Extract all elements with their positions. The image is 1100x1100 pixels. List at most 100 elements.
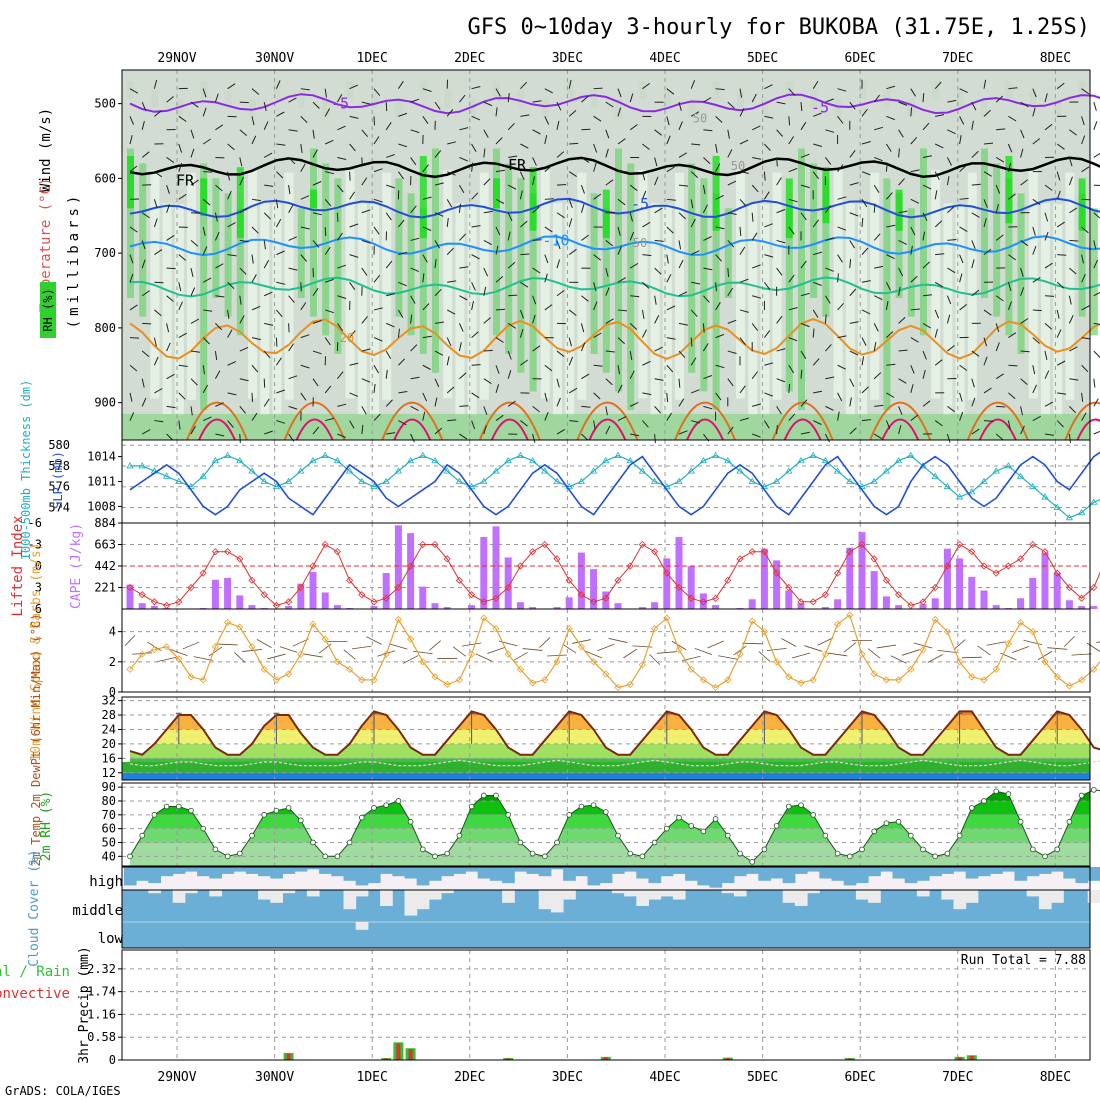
wind-barb (764, 362, 774, 366)
wind-barb (861, 280, 871, 283)
rh-marker (859, 846, 865, 853)
wind10m-marker (407, 635, 415, 643)
wind-barb (141, 212, 150, 219)
surface-isotherm (674, 401, 736, 441)
thickness-marker (406, 456, 415, 464)
wind-barb (886, 254, 895, 260)
surface-isotherm-hot (198, 418, 236, 441)
wind-barb (422, 364, 431, 370)
wind-barb (300, 226, 310, 230)
wind-barb (422, 411, 426, 421)
cloud-cell-high (392, 867, 405, 877)
wind-barb (666, 226, 674, 234)
wind-barb (1008, 193, 1016, 200)
wind-barb (1093, 430, 1100, 435)
wind-barb (202, 138, 211, 145)
thickness-line (130, 454, 1100, 519)
wind-barb (666, 392, 669, 402)
rh-upper-patch (566, 81, 574, 100)
wind-barb (885, 301, 889, 311)
wind-barb (227, 254, 237, 257)
wind-barb (910, 88, 917, 97)
wind-barb (959, 411, 964, 421)
rh-marker (517, 839, 524, 846)
rh-marker (249, 832, 255, 839)
wind10m-marker (870, 670, 878, 678)
wind-barb (373, 274, 381, 283)
wind-barb (178, 420, 181, 430)
cloud-cell-middle (1038, 890, 1052, 910)
cloud-cell-high (1002, 867, 1015, 872)
wind-barb (288, 157, 296, 165)
wind10m-marker (431, 673, 439, 681)
wind-barb (739, 226, 742, 236)
wind-barb (1081, 166, 1090, 173)
cloud-cell-high (563, 867, 576, 881)
wind10m-barb (343, 649, 356, 660)
wind10m-barb (649, 654, 661, 665)
wind10m-barb (217, 643, 238, 646)
wind-barb (373, 337, 383, 342)
wind10m-marker (675, 646, 683, 654)
rh-upper-patch (1029, 90, 1037, 109)
slp-tick: 1008 (87, 499, 116, 513)
wind-barb (410, 157, 417, 166)
wind-barb (739, 198, 747, 207)
wind-barb (1044, 323, 1053, 330)
wind-barb (605, 378, 613, 386)
cloud-cell-high (514, 867, 527, 872)
wind-barb (1032, 88, 1037, 98)
wind10m-marker (150, 646, 158, 654)
thickness-marker (785, 467, 793, 474)
cloud-cell-high (1051, 867, 1064, 872)
temp-line (129, 710, 1100, 756)
wind-barb (861, 337, 867, 346)
wind-barb (349, 330, 356, 338)
wind-barb (1056, 420, 1064, 428)
wind-barb (410, 376, 420, 380)
wind-barb (483, 210, 493, 214)
wind-barb (605, 240, 614, 247)
wind10m-marker (504, 650, 512, 658)
wind-barb (1020, 406, 1023, 416)
wind-barb (629, 323, 638, 330)
wind-barb (300, 195, 310, 200)
wind-barb (898, 378, 907, 384)
wind-barb (788, 364, 795, 374)
surface-isotherm (283, 401, 346, 441)
thickness-marker (431, 456, 439, 464)
wind-barb (202, 365, 205, 375)
wind-barb (153, 356, 159, 366)
wind-barb (788, 274, 795, 283)
thickness-marker (675, 477, 683, 484)
wind10m-barb (608, 638, 628, 643)
wind-barb (214, 93, 219, 103)
cape-bar (1017, 598, 1025, 609)
wind-barb (898, 239, 907, 245)
li-marker (651, 548, 659, 556)
cloud-cell-middle (782, 890, 796, 903)
wind10m-marker (187, 673, 195, 681)
wind-barb (825, 267, 834, 272)
contour-label: -5 (811, 98, 829, 116)
rh-upper-patch (127, 81, 134, 100)
cloud-cell-high (319, 867, 332, 874)
surface-isotherm-hot (978, 418, 1017, 441)
wind-barb (898, 425, 902, 435)
wind-barb (215, 402, 224, 407)
rh-marker (956, 832, 963, 839)
wind-barb (593, 364, 603, 367)
wind-barb (337, 125, 346, 131)
rh-moist-column (895, 193, 903, 298)
wind-barb (873, 323, 879, 332)
wind-barb (934, 328, 938, 338)
wind10m-marker (919, 646, 927, 654)
rh-marker (895, 818, 902, 825)
wind-barb (910, 169, 920, 173)
wind10m-barb (977, 645, 991, 656)
rh-tick: 60 (102, 822, 116, 836)
wind-barb (702, 185, 706, 195)
wind-barb (166, 184, 170, 194)
wind-barb (885, 282, 891, 291)
wind-barb (983, 248, 992, 256)
